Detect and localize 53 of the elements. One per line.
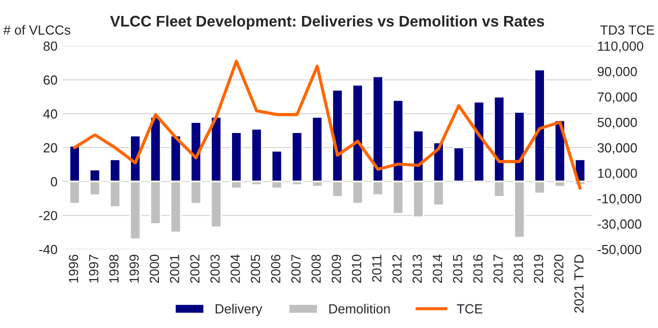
- y2-tick-label: -10,000: [598, 194, 642, 205]
- x-tick-label: 1998: [109, 254, 119, 282]
- bar: [291, 132, 303, 182]
- bar: [453, 146, 465, 182]
- legend-label: Demolition: [329, 304, 390, 314]
- x-tick-label: 2000: [150, 254, 160, 283]
- x-tick-label: 2010: [352, 254, 362, 283]
- x-tick-label: 2001: [170, 254, 180, 283]
- bar: [473, 101, 485, 182]
- x-tick-label: 2003: [210, 254, 220, 283]
- x-tick-label: 2007: [291, 254, 301, 283]
- line-series: [73, 60, 582, 190]
- x-tick-label: 1999: [129, 254, 139, 282]
- x-tick-label: 2013: [412, 254, 422, 283]
- x-tick-label: 2018: [514, 254, 523, 283]
- y2-tick-label: -50,000: [598, 244, 642, 256]
- x-tick-label: 2002: [190, 254, 200, 283]
- chart-title: VLCC Fleet Development: Deliveries vs Demolition vs Rates: [110, 15, 544, 30]
- x-tick-label: 2004: [230, 254, 240, 283]
- y-tick-label: 40: [43, 109, 58, 119]
- x-tick-label: 2005: [250, 254, 260, 283]
- y2-tick-label: -30,000: [598, 219, 642, 230]
- x-tick-label: 2014: [432, 254, 442, 283]
- legend-label: TCE: [456, 304, 482, 314]
- y2-tick-label: 50,000: [598, 118, 637, 129]
- x-tick-label: 1997: [89, 254, 98, 282]
- bar: [250, 128, 262, 182]
- legend-label: Delivery: [216, 304, 262, 316]
- x-tick-label: 1996: [68, 254, 78, 282]
- y-tick-label: -40: [39, 244, 58, 254]
- y2-tick-label: 30,000: [598, 143, 637, 154]
- y-tick-label: -20: [39, 210, 58, 220]
- y-tick-label: 0: [50, 177, 58, 186]
- x-tick-label: 2015: [452, 254, 462, 283]
- x-tick-label: 2016: [473, 254, 483, 283]
- x-tick-label: 2017: [493, 254, 503, 283]
- x-tick-label: 2012: [392, 254, 402, 283]
- y2-tick-label: 70,000: [598, 92, 637, 104]
- x-tick-label: 2008: [311, 254, 321, 283]
- x-tick-label: 2011: [372, 254, 382, 282]
- y-tick-label: 60: [44, 75, 58, 85]
- x-tick-label: 2021 TYD: [574, 254, 584, 313]
- x-tick-label: 2020: [554, 254, 564, 283]
- x-tick-label: 2006: [271, 254, 280, 283]
- y2-axis-title: TD3 TCE: [600, 25, 654, 35]
- y-tick-label: 20: [44, 143, 58, 153]
- x-tick-label: 2019: [534, 254, 544, 283]
- y-tick-label: 80: [44, 41, 58, 51]
- y2-tick-label: 90,000: [598, 66, 637, 78]
- y-axis-title: # of VLCCs: [3, 25, 70, 35]
- y2-tick-label: 10,000: [598, 168, 637, 180]
- x-tick-label: 2009: [332, 254, 342, 283]
- y2-tick-label: 110,000: [598, 41, 644, 52]
